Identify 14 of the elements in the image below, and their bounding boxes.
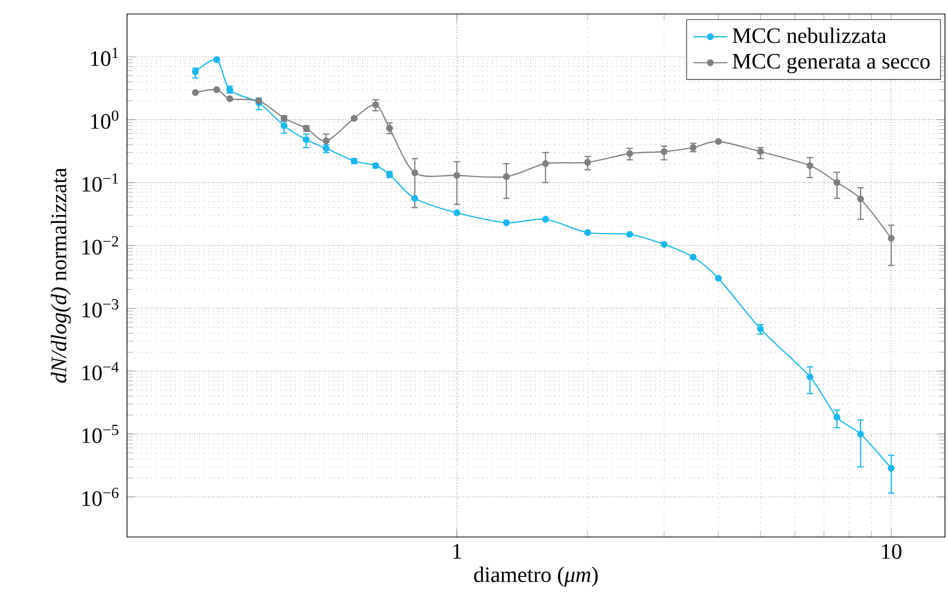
legend-label: MCC nebulizzata bbox=[732, 28, 886, 44]
legend-label: MCC generata a secco bbox=[732, 54, 930, 74]
x-axis-title: diametro (μm) bbox=[474, 566, 598, 587]
y-tick-label: 10$^{−2}$ bbox=[82, 236, 118, 255]
y-tick-label: 10$^{−6}$ bbox=[82, 488, 118, 506]
y-tick-label: 10$^{−5}$ bbox=[82, 424, 118, 444]
y-tick-label: 10$^{−4}$ bbox=[82, 362, 119, 380]
y-axis-title: dN/dlog(d) normalizzata bbox=[50, 168, 71, 383]
y-tick-label: 10$^{−3}$ bbox=[82, 299, 118, 318]
x-tick-label: 10 bbox=[882, 544, 902, 559]
y-tick-label: 10$^{−1}$ bbox=[82, 173, 118, 192]
y-tick-label: 10$^{0}$ bbox=[91, 110, 118, 129]
x-tick-label: 1 bbox=[453, 544, 462, 559]
y-tick-label: 10$^{1}$ bbox=[91, 48, 118, 66]
